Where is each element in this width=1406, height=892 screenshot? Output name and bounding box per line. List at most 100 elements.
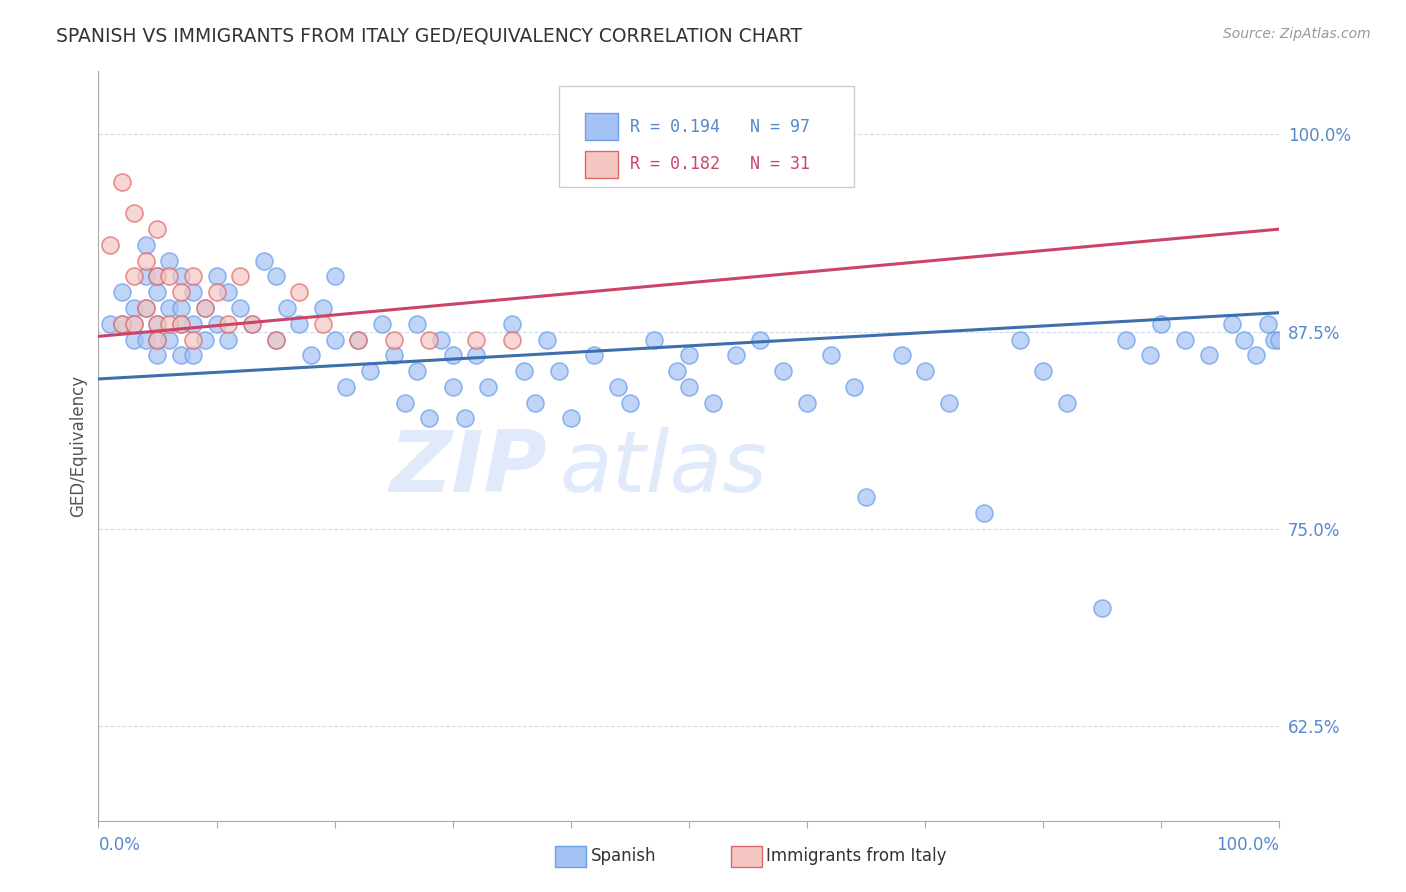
Point	[748, 333, 770, 347]
Point	[135, 301, 157, 315]
Point	[1174, 333, 1197, 347]
Point	[264, 269, 287, 284]
Point	[111, 317, 134, 331]
Text: Immigrants from Italy: Immigrants from Italy	[766, 847, 946, 865]
Point	[1268, 333, 1291, 347]
Point	[111, 317, 134, 331]
Point	[1220, 317, 1243, 331]
Point	[382, 333, 405, 347]
Point	[725, 348, 748, 362]
Point	[288, 285, 311, 300]
Point	[181, 348, 204, 362]
Point	[607, 380, 630, 394]
Point	[844, 380, 866, 394]
Text: 0.0%: 0.0%	[98, 837, 141, 855]
Point	[1115, 333, 1137, 347]
Point	[382, 348, 405, 362]
Point	[111, 175, 134, 189]
Point	[111, 285, 134, 300]
Point	[312, 317, 335, 331]
Point	[1233, 333, 1256, 347]
Point	[1032, 364, 1054, 378]
Point	[276, 301, 298, 315]
Point	[501, 333, 523, 347]
Point	[146, 317, 169, 331]
Point	[418, 333, 440, 347]
Point	[194, 301, 217, 315]
Point	[1008, 333, 1031, 347]
Point	[371, 317, 394, 331]
Point	[170, 269, 193, 284]
Point	[441, 380, 464, 394]
Point	[157, 269, 180, 284]
Point	[194, 333, 217, 347]
Y-axis label: GED/Equivalency: GED/Equivalency	[69, 375, 87, 517]
Point	[146, 285, 169, 300]
Point	[524, 395, 547, 409]
Point	[678, 380, 700, 394]
Point	[1091, 600, 1114, 615]
Point	[157, 301, 180, 315]
Point	[146, 333, 169, 347]
Point	[98, 317, 121, 331]
Point	[678, 348, 700, 362]
Point	[146, 333, 169, 347]
Point	[170, 285, 193, 300]
Text: ZIP: ZIP	[389, 427, 547, 510]
Point	[772, 364, 794, 378]
Point	[170, 317, 193, 331]
Point	[135, 253, 157, 268]
Point	[135, 238, 157, 252]
Point	[619, 395, 641, 409]
Point	[820, 348, 842, 362]
Point	[938, 395, 960, 409]
Point	[181, 317, 204, 331]
Point	[122, 206, 145, 220]
Text: SPANISH VS IMMIGRANTS FROM ITALY GED/EQUIVALENCY CORRELATION CHART: SPANISH VS IMMIGRANTS FROM ITALY GED/EQU…	[56, 27, 803, 45]
Text: R = 0.194   N = 97: R = 0.194 N = 97	[630, 118, 810, 136]
Point	[205, 269, 228, 284]
Point	[1150, 317, 1173, 331]
Point	[1198, 348, 1220, 362]
Point	[217, 317, 239, 331]
Point	[146, 269, 169, 284]
Point	[323, 333, 346, 347]
Point	[253, 253, 276, 268]
Point	[146, 269, 169, 284]
Text: Source: ZipAtlas.com: Source: ZipAtlas.com	[1223, 27, 1371, 41]
Point	[1056, 395, 1078, 409]
Point	[170, 301, 193, 315]
Point	[229, 269, 252, 284]
Point	[122, 269, 145, 284]
Point	[205, 317, 228, 331]
Point	[98, 238, 121, 252]
Point	[973, 506, 995, 520]
Point	[347, 333, 370, 347]
Point	[453, 411, 475, 425]
Point	[796, 395, 818, 409]
Point	[1263, 333, 1285, 347]
Point	[583, 348, 606, 362]
Point	[702, 395, 724, 409]
Point	[465, 333, 488, 347]
Point	[914, 364, 936, 378]
Point	[1139, 348, 1161, 362]
Point	[406, 364, 429, 378]
Point	[146, 317, 169, 331]
Point	[170, 317, 193, 331]
Point	[643, 333, 665, 347]
Point	[1244, 348, 1267, 362]
Point	[181, 333, 204, 347]
Text: Spanish: Spanish	[591, 847, 657, 865]
Point	[157, 253, 180, 268]
Point	[430, 333, 453, 347]
Point	[194, 301, 217, 315]
Point	[181, 269, 204, 284]
Point	[157, 333, 180, 347]
Point	[122, 317, 145, 331]
Point	[205, 285, 228, 300]
Point	[299, 348, 322, 362]
Point	[146, 222, 169, 236]
Point	[666, 364, 689, 378]
FancyBboxPatch shape	[585, 113, 619, 140]
